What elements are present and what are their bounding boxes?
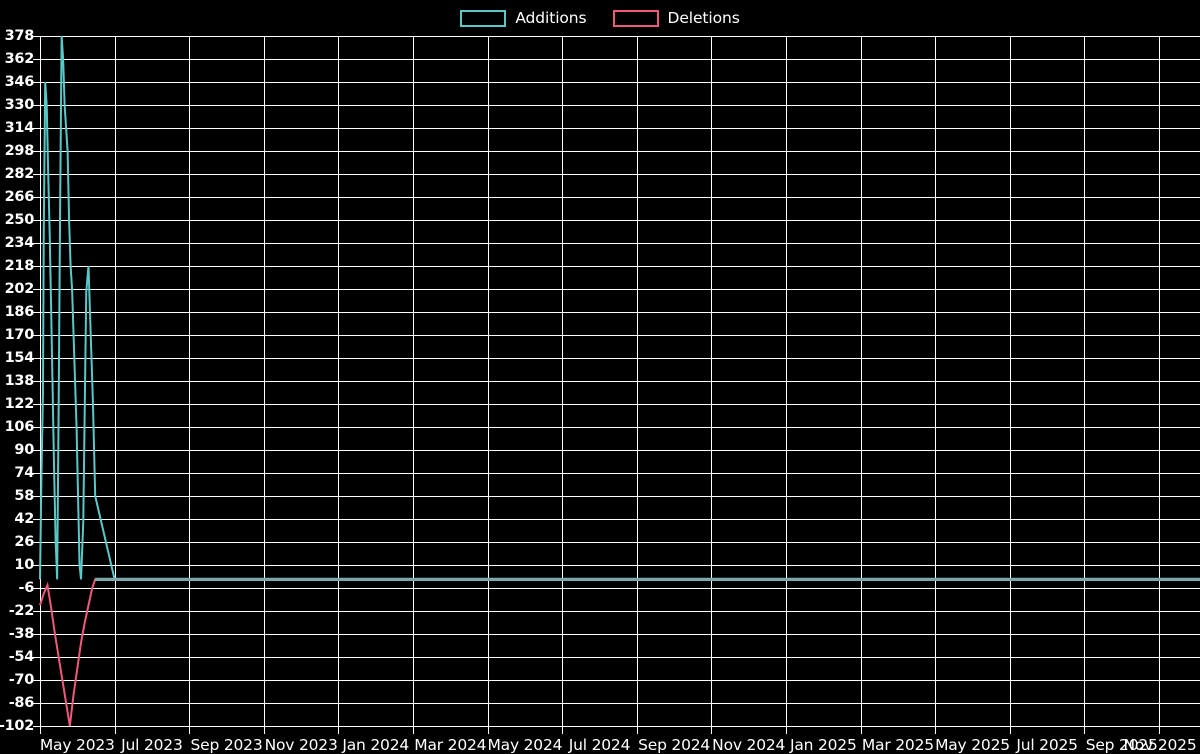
chart-legend: Additions Deletions <box>0 0 1200 36</box>
y-axis-tick-label: 138 <box>4 373 35 389</box>
x-axis-tick-label: Jan 2024 <box>342 736 410 754</box>
y-axis-tick-label: 266 <box>4 189 35 205</box>
x-axis-tick-label: Jan 2025 <box>789 736 857 754</box>
series-layer <box>39 35 1200 727</box>
y-axis-tick-label: 74 <box>14 465 34 481</box>
y-axis-ticks <box>33 36 40 727</box>
x-axis-tick-label: Nov 2025 <box>1123 736 1197 754</box>
y-axis-tick-label: 378 <box>4 28 35 44</box>
legend-item-additions[interactable]: Additions <box>460 9 587 27</box>
y-axis-tick-label: 202 <box>4 281 35 297</box>
y-axis-tick-label: 234 <box>4 235 35 251</box>
x-axis-tick-label: May 2023 <box>39 736 115 754</box>
legend-swatch-icon-deletions <box>612 9 659 27</box>
y-axis-tick-label: 218 <box>4 258 35 274</box>
y-axis-tick-label: -38 <box>8 626 35 642</box>
y-axis-tick-label: 58 <box>14 488 34 504</box>
y-axis-tick-label: 106 <box>4 419 35 435</box>
x-axis-tick-label: Mar 2025 <box>861 736 934 754</box>
legend-label-additions: Additions <box>515 9 587 27</box>
y-axis-tick-label: -70 <box>8 672 35 688</box>
x-axis-tick-label: Nov 2023 <box>264 736 338 754</box>
y-axis-tick-label: 26 <box>14 534 34 550</box>
y-axis-tick-label: 282 <box>4 166 35 182</box>
y-axis-tick-label: 186 <box>4 304 35 320</box>
legend-item-deletions[interactable]: Deletions <box>612 9 740 27</box>
y-axis-tick-label: 250 <box>4 212 35 228</box>
x-axis-tick-label: May 2025 <box>935 736 1010 754</box>
x-axis-ticks <box>34 726 1200 734</box>
y-axis-tick-label: 330 <box>4 97 35 113</box>
y-axis-tick-label: -102 <box>0 718 34 734</box>
legend-label-deletions: Deletions <box>667 9 740 27</box>
x-axis-tick-label: Nov 2024 <box>712 736 786 754</box>
vertical-gridlines <box>40 36 1160 726</box>
x-axis-tick-label: Mar 2024 <box>414 736 487 754</box>
y-axis-labels: 378 362 346 330 314 298 282 266 250 234 218 202 186 1… <box>0 0 34 750</box>
y-axis-tick-label: 42 <box>14 511 34 527</box>
horizontal-gridlines <box>40 36 1200 727</box>
x-axis-tick-label: May 2024 <box>487 736 563 754</box>
x-axis-tick-label: Jul 2025 <box>1016 736 1078 754</box>
y-axis-tick-label: -86 <box>8 695 35 711</box>
y-axis-tick-label: 298 <box>4 143 35 159</box>
y-axis-tick-label: -54 <box>8 649 35 665</box>
y-axis-tick-label: -22 <box>8 603 35 619</box>
y-axis-tick-label: 90 <box>14 442 34 458</box>
y-axis-tick-label: 10 <box>14 557 34 573</box>
y-axis-tick-label: 362 <box>4 51 35 67</box>
x-axis-tick-label: Sep 2023 <box>190 736 263 754</box>
y-axis-tick-label: 170 <box>4 327 35 343</box>
x-axis-tick-label: Jul 2024 <box>568 736 631 754</box>
y-axis-tick-label: 154 <box>4 350 35 366</box>
legend-swatch-icon-additions <box>460 9 507 27</box>
x-axis-tick-label: Jul 2023 <box>121 736 183 754</box>
y-axis-tick-label: -6 <box>18 580 34 596</box>
y-axis-tick-label: 122 <box>4 396 35 412</box>
y-axis-tick-label: 346 <box>4 74 35 90</box>
y-axis-tick-label: 314 <box>4 120 35 136</box>
x-axis-tick-label: Sep 2024 <box>638 736 711 754</box>
